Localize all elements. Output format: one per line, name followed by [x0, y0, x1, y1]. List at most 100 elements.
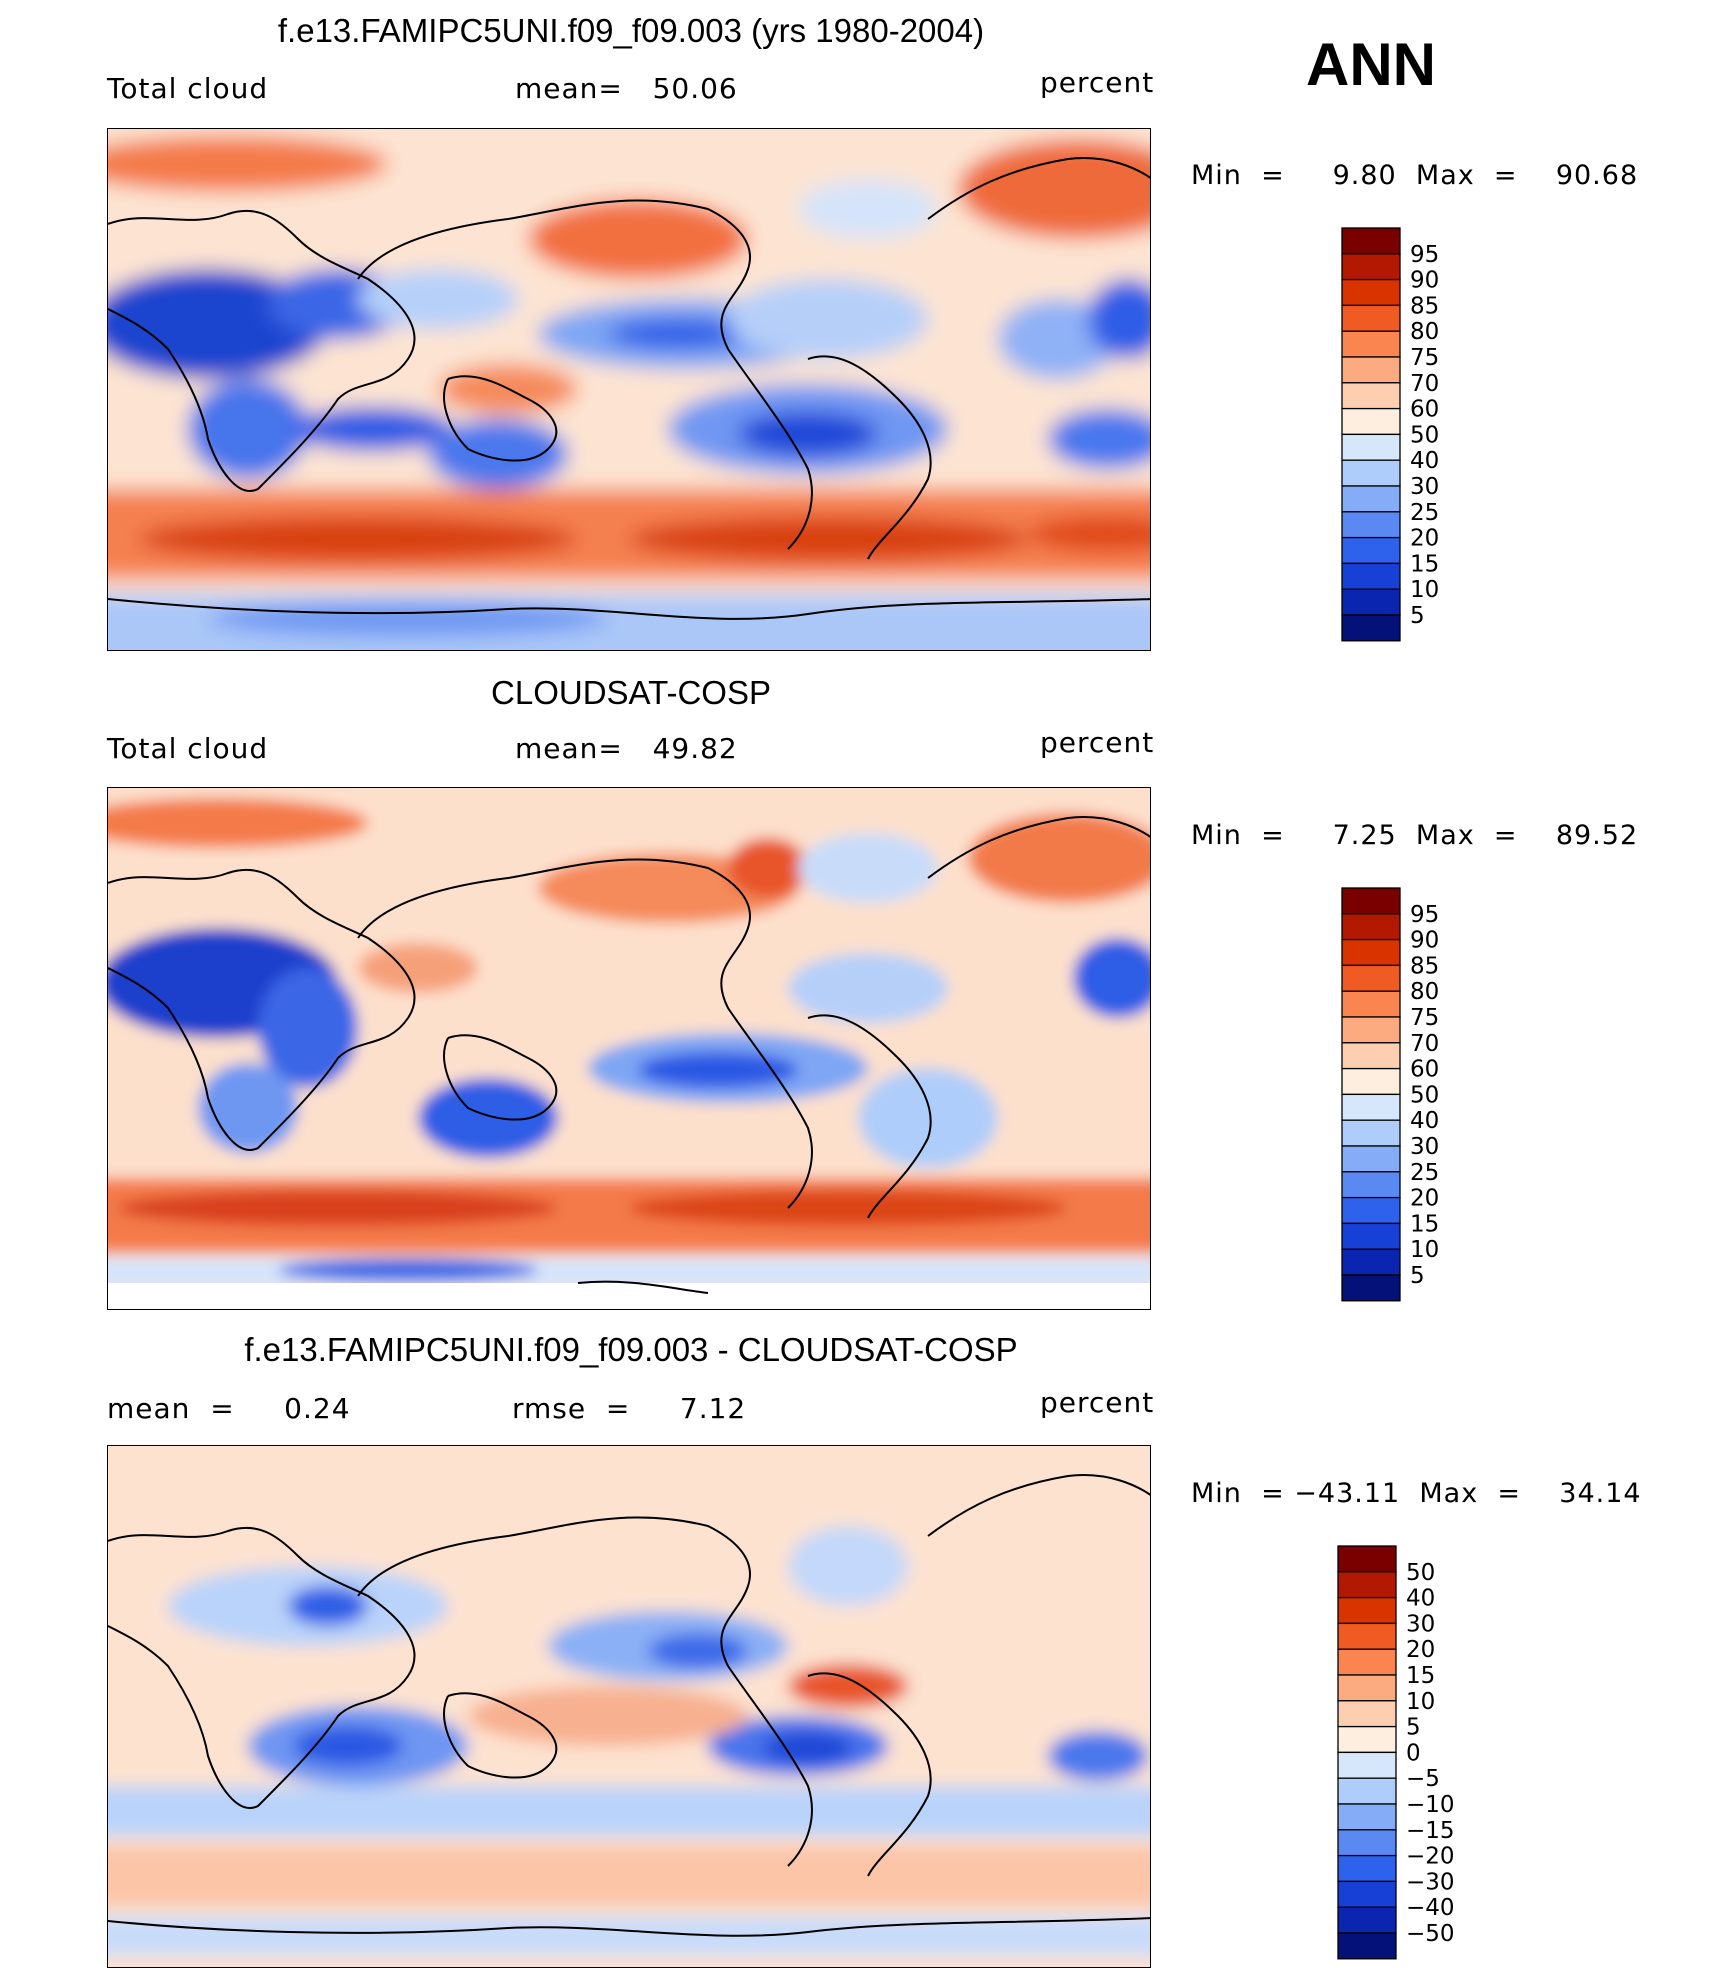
panel-mean-label: mean= 50.06 — [515, 72, 738, 105]
colorbar-tick-label: 5 — [1406, 1715, 1421, 1741]
field-blob — [288, 1586, 368, 1626]
colorbar-swatch — [1337, 1777, 1397, 1805]
colorbar-tick-label: 40 — [1406, 1586, 1435, 1612]
panel-variable-label: Total cloud — [107, 72, 269, 105]
colorbar-swatch — [1341, 382, 1401, 410]
colorbar-swatch — [1341, 227, 1401, 255]
colorbar-tick-label: 30 — [1410, 1134, 1439, 1160]
field-blob — [728, 838, 808, 898]
colorbar-tick-label: 5 — [1410, 1263, 1425, 1289]
field-blob — [208, 601, 608, 637]
colorbar-tick-label: 80 — [1410, 979, 1439, 1005]
colorbar-swatch — [1341, 511, 1401, 539]
field-band — [108, 1846, 1150, 1906]
field-blob — [293, 1726, 403, 1766]
colorbar-swatch — [1341, 407, 1401, 436]
panel-title: CLOUDSAT-COSP — [491, 674, 771, 711]
colorbar-swatch — [1341, 356, 1401, 384]
field-map-model — [108, 129, 1150, 650]
colorbar-swatch — [1341, 913, 1401, 941]
colorbar-tick-label: 40 — [1410, 1108, 1439, 1134]
colorbar-swatch — [1341, 1119, 1401, 1147]
colorbar-tick-label: 75 — [1410, 1005, 1439, 1031]
colorbar-swatch — [1337, 1622, 1397, 1650]
colorbar-tick-label: 20 — [1406, 1637, 1435, 1663]
minmax-label: Min = 7.25 Max = 89.52 — [1191, 820, 1639, 851]
field-blob — [188, 379, 308, 479]
field-blob — [278, 1258, 538, 1282]
field-blob — [628, 1190, 1068, 1226]
colorbar-tick-label: 70 — [1410, 1031, 1439, 1057]
map-panel-diff — [107, 1445, 1151, 1968]
colorbar-tick-label: 60 — [1410, 1057, 1439, 1083]
colorbar-tick-label: 25 — [1410, 500, 1439, 526]
colorbar-swatch — [1341, 588, 1401, 616]
colorbar-tick-label: 15 — [1406, 1663, 1435, 1689]
colorbar-swatch — [1341, 614, 1401, 642]
colorbar-tick-label: 95 — [1410, 902, 1439, 928]
field-blob — [528, 199, 748, 279]
field-blob — [738, 412, 878, 456]
field-blob — [1073, 938, 1150, 1018]
colorbar-swatch — [1337, 1932, 1397, 1960]
coastlines — [108, 157, 1150, 620]
colorbar-swatch — [1337, 1545, 1397, 1573]
panel-rmse-label: rmse = 7.12 — [512, 1392, 747, 1425]
field-blob — [428, 419, 568, 489]
panel-mean-label: mean = 0.24 — [107, 1392, 351, 1425]
colorbar-tick-label: 50 — [1406, 1560, 1435, 1586]
minmax-label: Min = −43.11 Max = 34.14 — [1191, 1478, 1642, 1509]
colorbar-swatch — [1341, 1171, 1401, 1199]
colorbar-tick-label: 10 — [1406, 1689, 1435, 1715]
colorbar-swatch — [1341, 278, 1401, 307]
colorbar-swatch — [1337, 1803, 1397, 1831]
coastlines — [108, 816, 1150, 1294]
field-map-diff — [108, 1446, 1150, 1967]
colorbar-swatch — [1341, 1222, 1401, 1250]
field-blob — [108, 136, 388, 192]
colorbar-tick-label: 40 — [1410, 448, 1439, 474]
field-blob — [788, 953, 948, 1023]
field-blob — [788, 1664, 908, 1708]
colorbar-tick-label: −40 — [1406, 1895, 1455, 1921]
field-blob — [648, 1633, 748, 1669]
field-blob — [108, 798, 368, 848]
field-blob — [1088, 279, 1150, 359]
colorbar-tick-label: 0 — [1406, 1740, 1421, 1766]
field-blob — [1048, 1731, 1148, 1781]
colorbar-swatch — [1337, 1906, 1397, 1934]
field-blob — [788, 1526, 908, 1606]
field-blob — [293, 407, 453, 451]
colorbar-tick-label: 85 — [1410, 953, 1439, 979]
colorbar-swatch — [1337, 1596, 1397, 1625]
no-data-strip — [108, 1283, 1150, 1309]
panel-variable-label: Total cloud — [107, 732, 269, 765]
colorbar-tick-label: 75 — [1410, 345, 1439, 371]
field-blob — [468, 1686, 748, 1746]
colorbar-swatch — [1341, 459, 1401, 487]
colorbar-tick-label: 10 — [1410, 577, 1439, 603]
colorbar-swatch — [1337, 1648, 1397, 1676]
colorbar-tick-label: −30 — [1406, 1869, 1455, 1895]
panel-units-label: percent — [1040, 726, 1155, 759]
field-band — [108, 1786, 1150, 1836]
colorbar-tick-label: 20 — [1410, 526, 1439, 552]
colorbar-tick-label: 50 — [1410, 1082, 1439, 1108]
colorbar-swatch — [1341, 253, 1401, 281]
field-blob — [968, 813, 1150, 903]
colorbar-swatch — [1337, 1829, 1397, 1857]
colorbar-swatch — [1337, 1880, 1397, 1908]
colorbar-tick-label: −20 — [1406, 1844, 1455, 1870]
panel-title: f.e13.FAMIPC5UNI.f09_f09.003 (yrs 1980-2… — [277, 12, 985, 49]
season-label: ANN — [1306, 31, 1436, 98]
field-blob — [198, 1063, 298, 1153]
colorbar-tick-label: −50 — [1406, 1921, 1455, 1947]
colorbar-swatch — [1341, 938, 1401, 967]
colorbar-swatch — [1341, 562, 1401, 590]
colorbar-tick-label: 60 — [1410, 397, 1439, 423]
colorbar-swatch — [1337, 1674, 1397, 1702]
colorbar-swatch — [1341, 887, 1401, 915]
field-blob — [1048, 409, 1150, 469]
